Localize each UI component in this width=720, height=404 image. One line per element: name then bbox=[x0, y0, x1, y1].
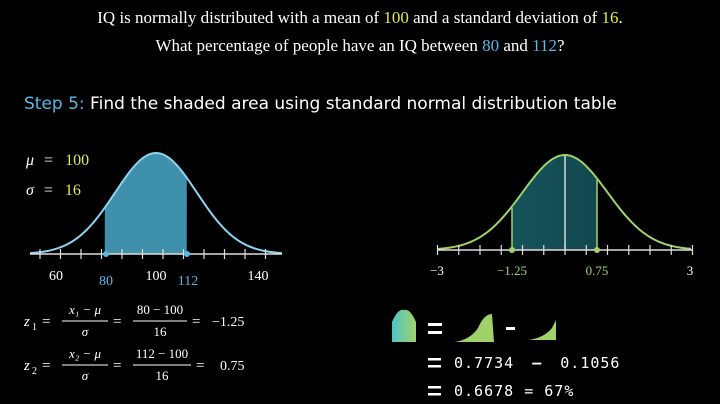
svg-text:−1.25: −1.25 bbox=[212, 315, 244, 330]
right-axis-ticks bbox=[436, 245, 694, 255]
svg-text:x₁ − μ: x₁ − μ bbox=[68, 302, 102, 317]
left-tick-60: 60 bbox=[49, 269, 63, 284]
mu-value: 100 bbox=[65, 152, 90, 169]
svg-text:0.75: 0.75 bbox=[220, 359, 245, 374]
result-equals bbox=[428, 358, 441, 396]
svg-text:1: 1 bbox=[32, 322, 37, 333]
left-tick-80: 80 bbox=[99, 274, 113, 289]
mean-value: 100 bbox=[383, 8, 409, 27]
svg-text:80 − 100: 80 − 100 bbox=[137, 302, 183, 317]
sigma-param: σ = 16 bbox=[26, 182, 81, 200]
minus-sign: – bbox=[532, 354, 543, 372]
final-answer: 0.6678 = 67% bbox=[454, 382, 575, 400]
right-tick-neg125: −1.25 bbox=[497, 263, 527, 278]
cdf-area-icon bbox=[454, 314, 494, 342]
left-shaded-area bbox=[104, 153, 187, 254]
right-dot-right bbox=[594, 247, 600, 253]
sigma-value: 16 bbox=[64, 182, 81, 199]
left-curve-line bbox=[29, 151, 283, 255]
svg-text:112 − 100: 112 − 100 bbox=[136, 346, 188, 361]
step-text: Find the shaded area using standard norm… bbox=[84, 94, 617, 114]
svg-text:16: 16 bbox=[156, 368, 170, 383]
high-value: 112 bbox=[532, 36, 557, 55]
svg-text:=: = bbox=[113, 314, 121, 330]
equals-bar bbox=[428, 358, 441, 361]
svg-text:=: = bbox=[192, 314, 200, 330]
left-normal-curve bbox=[29, 151, 283, 259]
minus-icon bbox=[506, 327, 515, 330]
left-tick-140: 140 bbox=[248, 269, 269, 284]
left-dot-80 bbox=[103, 251, 109, 257]
problem-line-2: What percentage of people have an IQ bet… bbox=[0, 36, 720, 56]
svg-text:=: = bbox=[42, 358, 50, 374]
equals-icon bbox=[428, 323, 442, 326]
right-shaded-area bbox=[511, 155, 597, 250]
svg-text:σ: σ bbox=[82, 324, 89, 339]
svg-text:=: = bbox=[42, 314, 50, 330]
sd-value: 16 bbox=[601, 8, 619, 27]
equals-icon-bar bbox=[428, 331, 442, 334]
problem-line-1: IQ is normally distributed with a mean o… bbox=[0, 8, 720, 28]
svg-text:σ: σ bbox=[82, 368, 89, 383]
svg-text:z: z bbox=[23, 314, 30, 330]
step-heading: Step 5: Find the shaded area using stand… bbox=[24, 94, 617, 114]
low-value: 80 bbox=[482, 36, 500, 55]
svg-text:16: 16 bbox=[154, 324, 168, 339]
problem-text: IQ is normally distributed with a mean o… bbox=[97, 8, 384, 27]
right-curve-line bbox=[436, 153, 692, 250]
problem-text: What percentage of people have an IQ bet… bbox=[155, 36, 483, 55]
right-tick-075: 0.75 bbox=[586, 263, 609, 278]
cdf-upper-value: 0.7734 bbox=[454, 354, 515, 372]
step-label: Step 5: bbox=[24, 94, 85, 114]
right-normal-curve bbox=[436, 153, 694, 255]
left-axis-ticks bbox=[39, 249, 267, 259]
equals-sign: = bbox=[43, 182, 53, 199]
svg-text:=: = bbox=[113, 358, 121, 374]
result-line-final: 0.6678 = 67% bbox=[454, 382, 574, 400]
left-tick-100: 100 bbox=[146, 269, 167, 284]
sigma-symbol: σ bbox=[26, 182, 34, 199]
shaded-area-icon bbox=[392, 309, 416, 342]
z1-formula: z 1 = x₁ − μ σ = 80 − 100 16 = −1.25 bbox=[23, 302, 244, 339]
left-tick-112: 112 bbox=[178, 274, 198, 289]
equals-bar bbox=[428, 393, 441, 396]
mu-symbol: μ bbox=[26, 152, 35, 169]
equals-sign: = bbox=[44, 152, 54, 169]
z2-formula: z 2 = x₂ − μ σ = 112 − 100 16 = 0.75 bbox=[23, 346, 245, 383]
equals-bar bbox=[428, 386, 441, 389]
svg-text:2: 2 bbox=[32, 366, 37, 377]
equals-bar bbox=[428, 365, 441, 368]
left-tail-area-icon bbox=[528, 320, 556, 340]
result-line-subtraction: 0.7734 – 0.1056 bbox=[454, 354, 620, 372]
problem-text: and bbox=[499, 36, 533, 55]
mu-param: μ = 100 bbox=[26, 152, 89, 170]
right-tick-neg3: −3 bbox=[430, 263, 444, 278]
svg-text:z: z bbox=[23, 358, 30, 374]
left-dot-112 bbox=[184, 251, 190, 257]
svg-text:=: = bbox=[196, 358, 204, 374]
right-dot-left bbox=[509, 247, 515, 253]
svg-text:x₂ − μ: x₂ − μ bbox=[68, 346, 102, 361]
problem-text: ? bbox=[557, 36, 565, 55]
cdf-lower-value: 0.1056 bbox=[560, 354, 621, 372]
area-equation bbox=[392, 309, 556, 342]
problem-text: and a standard deviation of bbox=[408, 8, 602, 27]
right-tick-3: 3 bbox=[687, 263, 694, 278]
problem-text: . bbox=[618, 8, 623, 27]
